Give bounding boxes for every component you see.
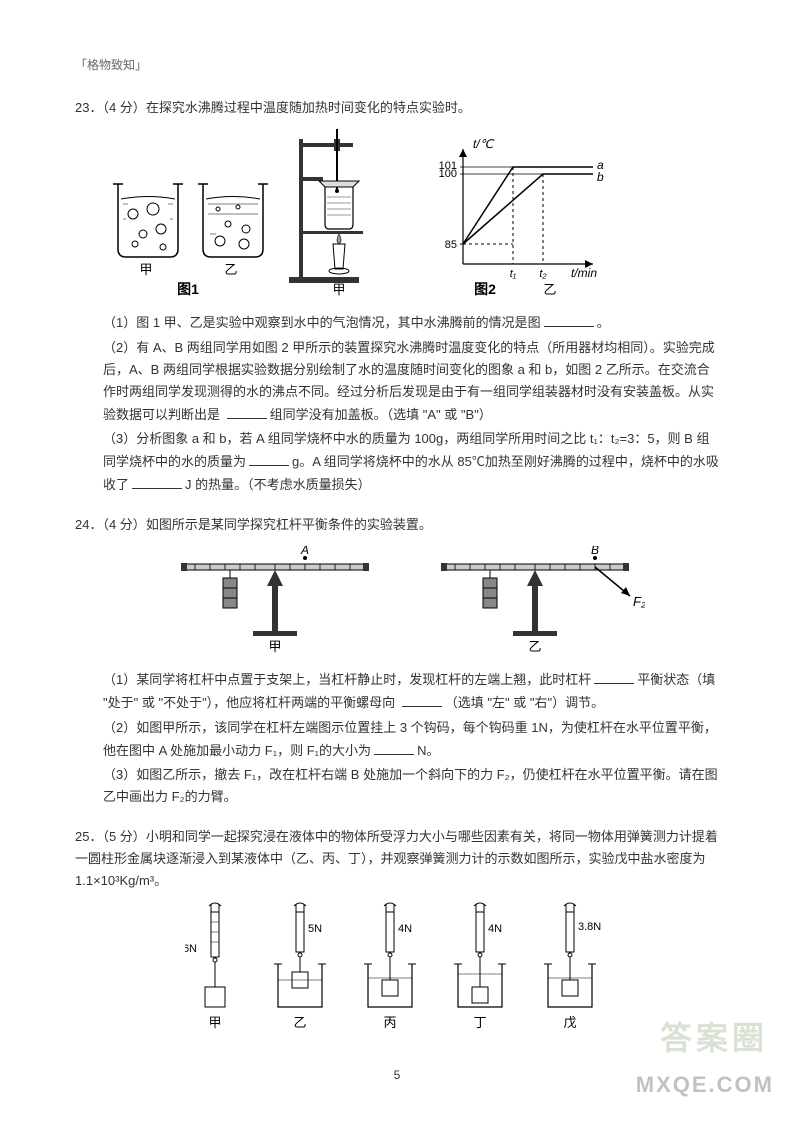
question-23: 23．（4 分）在探究水沸腾过程中温度随加热时间变化的特点实验时。: [75, 97, 719, 496]
lever-jia-svg: A 甲: [175, 546, 375, 656]
q24-figures: A 甲: [75, 546, 719, 656]
blank: [374, 739, 414, 755]
q24-stem: 如图所示是某同学探究杠杆平衡条件的实验装置。: [146, 517, 432, 532]
q23-p2: （2）有 A、B 两组同学用如图 2 甲所示的装置探究水沸腾时温度变化的特点（所…: [75, 337, 719, 426]
q23-stem-line: 23．（4 分）在探究水沸腾过程中温度随加热时间变化的特点实验时。: [75, 97, 719, 119]
svg-text:5N: 5N: [308, 923, 322, 935]
svg-text:4N: 4N: [488, 923, 502, 935]
page-number: 5: [394, 1065, 401, 1085]
q24-p1c: （选填 "左" 或 "右"）调节。: [445, 695, 604, 710]
q23-fig1-yi-label: 乙: [224, 262, 237, 277]
q25-fig-ding: 4N 丁: [445, 902, 515, 1032]
svg-text:戊: 戊: [563, 1015, 576, 1030]
chart-svg: 85 100 101 a b t₁ t₂: [425, 139, 605, 299]
blank: [249, 450, 289, 466]
svg-text:B: B: [591, 546, 599, 557]
svg-text:85: 85: [445, 239, 457, 251]
q25-num: 25．（5 分）: [75, 829, 146, 844]
svg-text:F₂: F₂: [633, 594, 645, 609]
svg-text:乙: 乙: [293, 1015, 306, 1030]
svg-text:甲: 甲: [208, 1015, 221, 1030]
blank: [544, 311, 594, 327]
q25-fig-wu: 3.8N 戊: [535, 902, 610, 1032]
svg-text:t₂: t₂: [539, 268, 547, 280]
q23-fig1: 甲: [103, 159, 273, 299]
q24-p2: （2）如图甲所示，该同学在杠杆左端图示位置挂上 3 个钩码，每个钩码重 1N，为…: [75, 717, 719, 762]
q24-p3: （3）如图乙所示，撤去 F₁，改在杠杆右端 B 处施加一个斜向下的力 F₂，仍使…: [75, 764, 719, 808]
svg-text:丙: 丙: [383, 1015, 396, 1030]
q25-fig-jia: 6N 甲: [185, 902, 245, 1032]
svg-text:6N: 6N: [185, 943, 197, 955]
svg-text:t/min: t/min: [571, 266, 597, 280]
q25-stem: 小明和同学一起探究浸在液体中的物体所受浮力大小与哪些因素有关，将同一物体用弹簧测…: [75, 829, 718, 888]
watermark-2: MXQE.COM: [636, 1066, 774, 1103]
q25-figures: 6N 甲 5N 乙: [75, 902, 719, 1032]
question-25: 25．（5 分）小明和同学一起探究浸在液体中的物体所受浮力大小与哪些因素有关，将…: [75, 826, 719, 1032]
beakers-svg: 甲: [103, 159, 273, 299]
q25-fig-yi: 5N 乙: [265, 902, 335, 1032]
q23-p1: （1）图 1 甲、乙是实验中观察到水中的气泡情况，其中水沸腾前的情况是图 。: [75, 311, 719, 334]
svg-text:t₁: t₁: [510, 268, 517, 280]
q24-p2b: N。: [417, 743, 439, 758]
q24-p1: （1）某同学将杠杆中点置于支架上，当杠杆静止时，发现杠杆的左端上翘，此时杠杆平衡…: [75, 668, 719, 714]
svg-text:图2: 图2: [474, 281, 496, 297]
q24-p3-text: （3）如图乙所示，撤去 F₁，改在杠杆右端 B 处施加一个斜向下的力 F₂，仍使…: [103, 767, 718, 804]
q23-stem: 在探究水沸腾过程中温度随加热时间变化的特点实验时。: [146, 100, 471, 115]
q24-fig-yi: B F₂ 乙: [435, 546, 645, 656]
q23-p2-end: 组同学没有加盖板。（选填 "A" 或 "B"）: [270, 407, 492, 422]
q23-p3: （3）分析图象 a 和 b，若 A 组同学烧杯中水的质量为 100g，两组同学所…: [75, 428, 719, 496]
blank: [132, 473, 182, 489]
q24-stem-line: 24．（4 分）如图所示是某同学探究杠杆平衡条件的实验装置。: [75, 514, 719, 536]
q23-p1-end: 。: [597, 315, 610, 330]
svg-text:甲: 甲: [332, 282, 345, 297]
svg-text:3.8N: 3.8N: [578, 921, 601, 933]
svg-text:b: b: [597, 170, 604, 184]
q24-num: 24．（4 分）: [75, 517, 146, 532]
header-tag: 「格物致知」: [75, 55, 719, 75]
svg-text:乙: 乙: [543, 282, 556, 297]
q24-p1a: （1）某同学将杠杆中点置于支架上，当杠杆静止时，发现杠杆的左端上翘，此时杠杆: [103, 672, 591, 687]
q23-fig2-yi: 85 100 101 a b t₁ t₂: [425, 139, 605, 299]
svg-text:t/℃: t/℃: [473, 139, 495, 151]
blank: [402, 691, 442, 707]
apparatus-svg: 甲: [279, 129, 419, 299]
q23-num: 23．（4 分）: [75, 100, 146, 115]
q23-p3c: J 的热量。（不考虑水质量损失）: [185, 477, 371, 492]
watermark-1: 答案圈: [660, 1011, 768, 1065]
question-24: 24．（4 分）如图所示是某同学探究杠杆平衡条件的实验装置。: [75, 514, 719, 808]
q23-figures: 甲: [75, 129, 719, 299]
svg-text:A: A: [300, 546, 309, 557]
blank: [594, 668, 634, 684]
blank: [227, 403, 267, 419]
q23-fig1-jia-label: 甲: [139, 262, 152, 277]
q25-stem-line: 25．（5 分）小明和同学一起探究浸在液体中的物体所受浮力大小与哪些因素有关，将…: [75, 826, 719, 892]
q23-p1-text: （1）图 1 甲、乙是实验中观察到水中的气泡情况，其中水沸腾前的情况是图: [103, 315, 541, 330]
q23-fig1-label: 图1: [177, 281, 199, 297]
lever-yi-svg: B F₂ 乙: [435, 546, 645, 656]
svg-text:丁: 丁: [473, 1015, 486, 1030]
q25-fig-bing: 4N 丙: [355, 902, 425, 1032]
q23-fig2-jia: 甲: [279, 129, 419, 299]
svg-text:甲: 甲: [268, 639, 281, 654]
q24-fig-jia: A 甲: [175, 546, 375, 656]
svg-text:乙: 乙: [528, 639, 541, 654]
svg-text:4N: 4N: [398, 923, 412, 935]
svg-text:101: 101: [439, 160, 457, 172]
